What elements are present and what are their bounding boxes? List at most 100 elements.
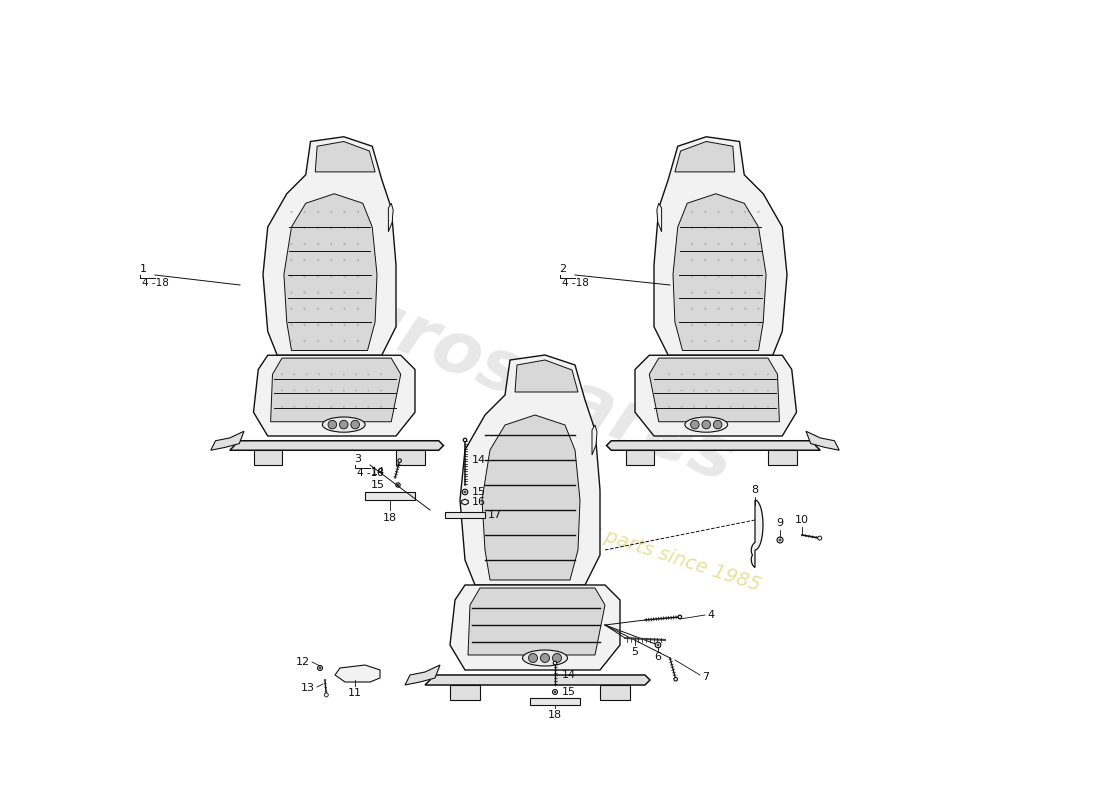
Text: 1: 1	[140, 264, 146, 274]
Ellipse shape	[396, 482, 400, 487]
Ellipse shape	[757, 307, 760, 310]
Ellipse shape	[730, 210, 733, 213]
Text: 2: 2	[560, 264, 566, 274]
Ellipse shape	[330, 243, 332, 246]
Ellipse shape	[704, 291, 706, 294]
Ellipse shape	[330, 307, 332, 310]
Ellipse shape	[318, 406, 320, 407]
Ellipse shape	[318, 666, 322, 670]
Ellipse shape	[343, 226, 345, 229]
Polygon shape	[450, 585, 620, 670]
Ellipse shape	[767, 374, 769, 375]
Ellipse shape	[691, 243, 693, 246]
Ellipse shape	[552, 654, 561, 662]
Ellipse shape	[742, 406, 745, 407]
Text: 3: 3	[354, 454, 362, 464]
Polygon shape	[751, 500, 763, 567]
Ellipse shape	[343, 340, 345, 342]
Ellipse shape	[730, 291, 733, 294]
Ellipse shape	[317, 210, 319, 213]
Ellipse shape	[304, 210, 306, 213]
Ellipse shape	[343, 324, 345, 326]
Ellipse shape	[317, 243, 319, 246]
Ellipse shape	[767, 406, 769, 407]
Polygon shape	[324, 693, 329, 697]
Ellipse shape	[367, 406, 370, 407]
Ellipse shape	[304, 243, 306, 246]
Text: a passion for parts since 1985: a passion for parts since 1985	[477, 486, 763, 594]
Polygon shape	[365, 492, 415, 500]
Ellipse shape	[755, 374, 757, 375]
Ellipse shape	[691, 291, 693, 294]
Ellipse shape	[343, 390, 344, 391]
Ellipse shape	[356, 324, 360, 326]
Ellipse shape	[290, 340, 293, 342]
Ellipse shape	[330, 406, 332, 407]
Ellipse shape	[356, 340, 360, 342]
Polygon shape	[657, 203, 661, 232]
Text: 4 -18: 4 -18	[358, 469, 384, 478]
Ellipse shape	[678, 615, 682, 618]
Ellipse shape	[691, 307, 693, 310]
Ellipse shape	[351, 420, 360, 429]
Ellipse shape	[397, 484, 399, 486]
Polygon shape	[462, 499, 469, 505]
Ellipse shape	[318, 374, 320, 375]
Text: 11: 11	[348, 688, 362, 698]
Ellipse shape	[304, 259, 306, 262]
Ellipse shape	[755, 406, 757, 407]
Ellipse shape	[730, 374, 732, 375]
Ellipse shape	[730, 324, 733, 326]
Ellipse shape	[691, 275, 693, 278]
Ellipse shape	[355, 390, 358, 391]
Ellipse shape	[656, 642, 661, 648]
Polygon shape	[768, 450, 796, 465]
Polygon shape	[253, 355, 415, 436]
Ellipse shape	[757, 340, 760, 342]
Ellipse shape	[681, 390, 683, 391]
Ellipse shape	[367, 390, 370, 391]
Text: 7: 7	[702, 672, 710, 682]
Ellipse shape	[462, 489, 468, 494]
Ellipse shape	[317, 275, 319, 278]
Ellipse shape	[379, 390, 382, 391]
Ellipse shape	[317, 226, 319, 229]
Text: 15: 15	[562, 687, 576, 697]
Ellipse shape	[757, 226, 760, 229]
Ellipse shape	[356, 259, 360, 262]
Ellipse shape	[280, 390, 283, 391]
Ellipse shape	[343, 374, 344, 375]
Ellipse shape	[463, 438, 466, 442]
Ellipse shape	[757, 291, 760, 294]
Polygon shape	[460, 355, 600, 585]
Polygon shape	[345, 670, 370, 679]
Ellipse shape	[730, 243, 733, 246]
Ellipse shape	[290, 275, 293, 278]
Ellipse shape	[744, 243, 747, 246]
Polygon shape	[635, 355, 796, 436]
Text: 4 -18: 4 -18	[142, 278, 169, 289]
Ellipse shape	[317, 259, 319, 262]
Ellipse shape	[757, 275, 760, 278]
Ellipse shape	[330, 324, 332, 326]
Polygon shape	[336, 665, 380, 682]
Polygon shape	[405, 665, 440, 685]
Ellipse shape	[290, 324, 293, 326]
Text: 18: 18	[383, 513, 397, 523]
Polygon shape	[817, 536, 822, 540]
Ellipse shape	[691, 259, 693, 262]
Ellipse shape	[705, 374, 707, 375]
Ellipse shape	[704, 324, 706, 326]
Ellipse shape	[744, 324, 747, 326]
Ellipse shape	[704, 226, 706, 229]
Ellipse shape	[552, 690, 558, 694]
Ellipse shape	[742, 390, 745, 391]
Ellipse shape	[717, 291, 719, 294]
Text: 18: 18	[548, 710, 562, 720]
Polygon shape	[515, 360, 578, 392]
Ellipse shape	[705, 390, 707, 391]
Ellipse shape	[294, 374, 296, 375]
Text: 8: 8	[751, 485, 759, 495]
Ellipse shape	[340, 420, 348, 429]
Ellipse shape	[657, 644, 659, 646]
